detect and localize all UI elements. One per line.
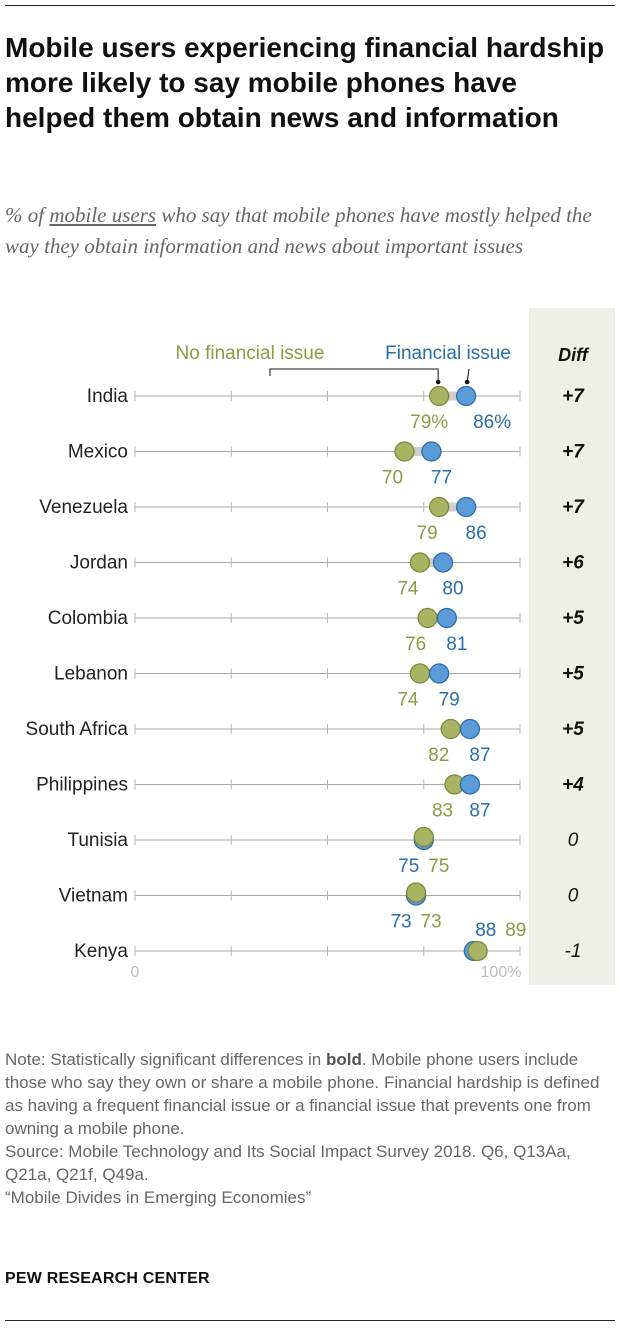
financial-value-label: 80 <box>442 579 463 600</box>
no-financial-value-label: 79 <box>417 523 438 544</box>
category-label: South Africa <box>26 719 129 740</box>
bottom-rule <box>5 1320 615 1321</box>
diff-value-label: +4 <box>562 775 584 796</box>
note-bold-word: bold <box>325 1050 362 1069</box>
legend-financial-issue: Financial issue <box>385 343 511 364</box>
financial-value-label: 87 <box>469 745 490 766</box>
chart-title: Mobile users experiencing financial hard… <box>5 32 605 133</box>
no-financial-value-label: 76 <box>405 634 426 655</box>
dot-plot-chart: Diff No financial issue Financial issue Ind… <box>26 308 615 985</box>
legend-leader-line-no-financial <box>269 368 439 382</box>
category-label: Vietnam <box>59 886 128 907</box>
subtitle-prefix: % of <box>5 203 50 227</box>
financial-issue-dot <box>459 774 481 795</box>
financial-value-label: 77 <box>431 468 452 489</box>
x-tick-label-max: 100% <box>481 964 522 981</box>
financial-value-label: 81 <box>446 634 467 655</box>
category-label: India <box>87 386 129 407</box>
no-financial-issue-dot <box>409 663 431 684</box>
diff-value-label: +5 <box>562 664 584 685</box>
financial-value-label: 87 <box>469 801 490 822</box>
no-financial-issue-dot <box>394 441 415 462</box>
no-financial-value-label: 74 <box>397 690 419 711</box>
diff-value-label: +6 <box>562 553 584 574</box>
no-financial-issue-dot <box>413 826 434 848</box>
source-text: Source: Mobile Technology and Its Social… <box>5 1142 571 1184</box>
financial-issue-dot <box>455 496 477 518</box>
category-label: Mexico <box>68 442 128 463</box>
no-financial-value-label: 74 <box>397 579 419 600</box>
subtitle-suffix: who say that mobile phones have mostly h… <box>5 203 592 258</box>
x-tick-label-min: 0 <box>131 964 140 981</box>
no-financial-issue-dot <box>428 385 450 407</box>
financial-value-label: 75 <box>398 856 419 877</box>
no-financial-value-label: 75 <box>428 856 449 877</box>
financial-issue-dot <box>428 663 450 684</box>
top-rule <box>5 5 615 6</box>
no-financial-issue-dot <box>428 496 450 518</box>
diff-value-label: +5 <box>562 719 584 740</box>
pew-brand: PEW RESEARCH CENTER <box>5 1270 210 1287</box>
category-label: Philippines <box>36 775 128 796</box>
legend-leader-dot-financial <box>464 379 470 385</box>
diff-column-panel <box>529 308 615 985</box>
financial-value-label: 73 <box>390 912 411 933</box>
legend-no-financial-issue: No financial issue <box>176 343 325 364</box>
diff-value-label: 0 <box>568 830 579 851</box>
legend-leader-dot-no-financial <box>435 379 441 385</box>
financial-value-label: 86% <box>473 412 511 433</box>
no-financial-value-label: 83 <box>432 801 453 822</box>
category-label: Colombia <box>48 608 129 629</box>
footer-notes: Note: Statistically significant differen… <box>5 1048 615 1209</box>
diff-column-header: Diff <box>558 345 590 365</box>
diff-value-label: +7 <box>562 386 585 407</box>
no-financial-issue-dot <box>417 607 438 629</box>
financial-value-label: 86 <box>466 523 487 544</box>
financial-issue-dot <box>421 441 442 462</box>
financial-issue-dot <box>455 385 477 407</box>
no-financial-issue-dot <box>467 940 488 962</box>
financial-issue-dot <box>432 552 454 573</box>
diff-value-label: +7 <box>562 497 585 518</box>
note-text: Note: Statistically significant differen… <box>5 1050 599 1138</box>
diff-value-label: +7 <box>562 442 585 463</box>
no-financial-value-label: 73 <box>420 912 441 933</box>
no-financial-value-label: 82 <box>428 745 449 766</box>
chart-subtitle: % of mobile users who say that mobile ph… <box>5 200 615 262</box>
no-financial-issue-dot <box>409 552 431 573</box>
no-financial-value-label: 89 <box>505 920 526 941</box>
financial-value-label: 79 <box>439 690 460 711</box>
diff-value-label: 0 <box>568 886 579 907</box>
category-label: Lebanon <box>54 664 128 685</box>
subtitle-mobile-users-link: mobile users <box>49 203 157 227</box>
category-label: Kenya <box>74 941 128 962</box>
financial-issue-dot <box>436 607 458 629</box>
financial-issue-dot <box>459 718 481 740</box>
no-financial-issue-dot <box>440 718 461 740</box>
report-title: “Mobile Divides in Emerging Economies” <box>5 1188 312 1207</box>
category-label: Tunisia <box>67 830 128 851</box>
no-financial-value-label: 70 <box>382 468 403 489</box>
category-label: Jordan <box>70 553 128 574</box>
no-financial-issue-dot <box>405 882 427 903</box>
financial-value-label: 88 <box>475 920 496 941</box>
diff-value-label: +5 <box>562 608 584 629</box>
note-prefix: Note: Statistically significant differen… <box>5 1050 326 1069</box>
category-label: Venezuela <box>39 497 128 518</box>
diff-value-label: -1 <box>565 941 582 962</box>
note-suffix: . Mobile phone users include those who s… <box>5 1050 600 1138</box>
no-financial-value-label: 79% <box>410 412 448 433</box>
